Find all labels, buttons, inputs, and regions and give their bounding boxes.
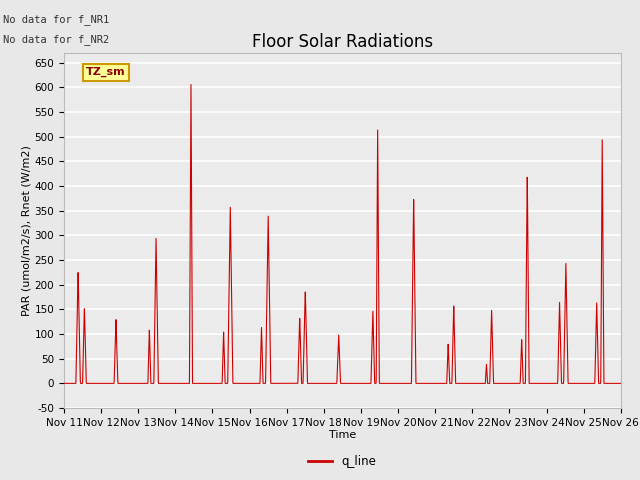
Y-axis label: PAR (umol/m2/s), Rnet (W/m2): PAR (umol/m2/s), Rnet (W/m2) bbox=[22, 145, 32, 316]
Text: No data for f_NR1: No data for f_NR1 bbox=[3, 14, 109, 25]
Text: TZ_sm: TZ_sm bbox=[86, 67, 126, 77]
Legend: q_line: q_line bbox=[304, 451, 381, 473]
Title: Floor Solar Radiations: Floor Solar Radiations bbox=[252, 33, 433, 51]
Text: No data for f_NR2: No data for f_NR2 bbox=[3, 34, 109, 45]
X-axis label: Time: Time bbox=[329, 431, 356, 441]
